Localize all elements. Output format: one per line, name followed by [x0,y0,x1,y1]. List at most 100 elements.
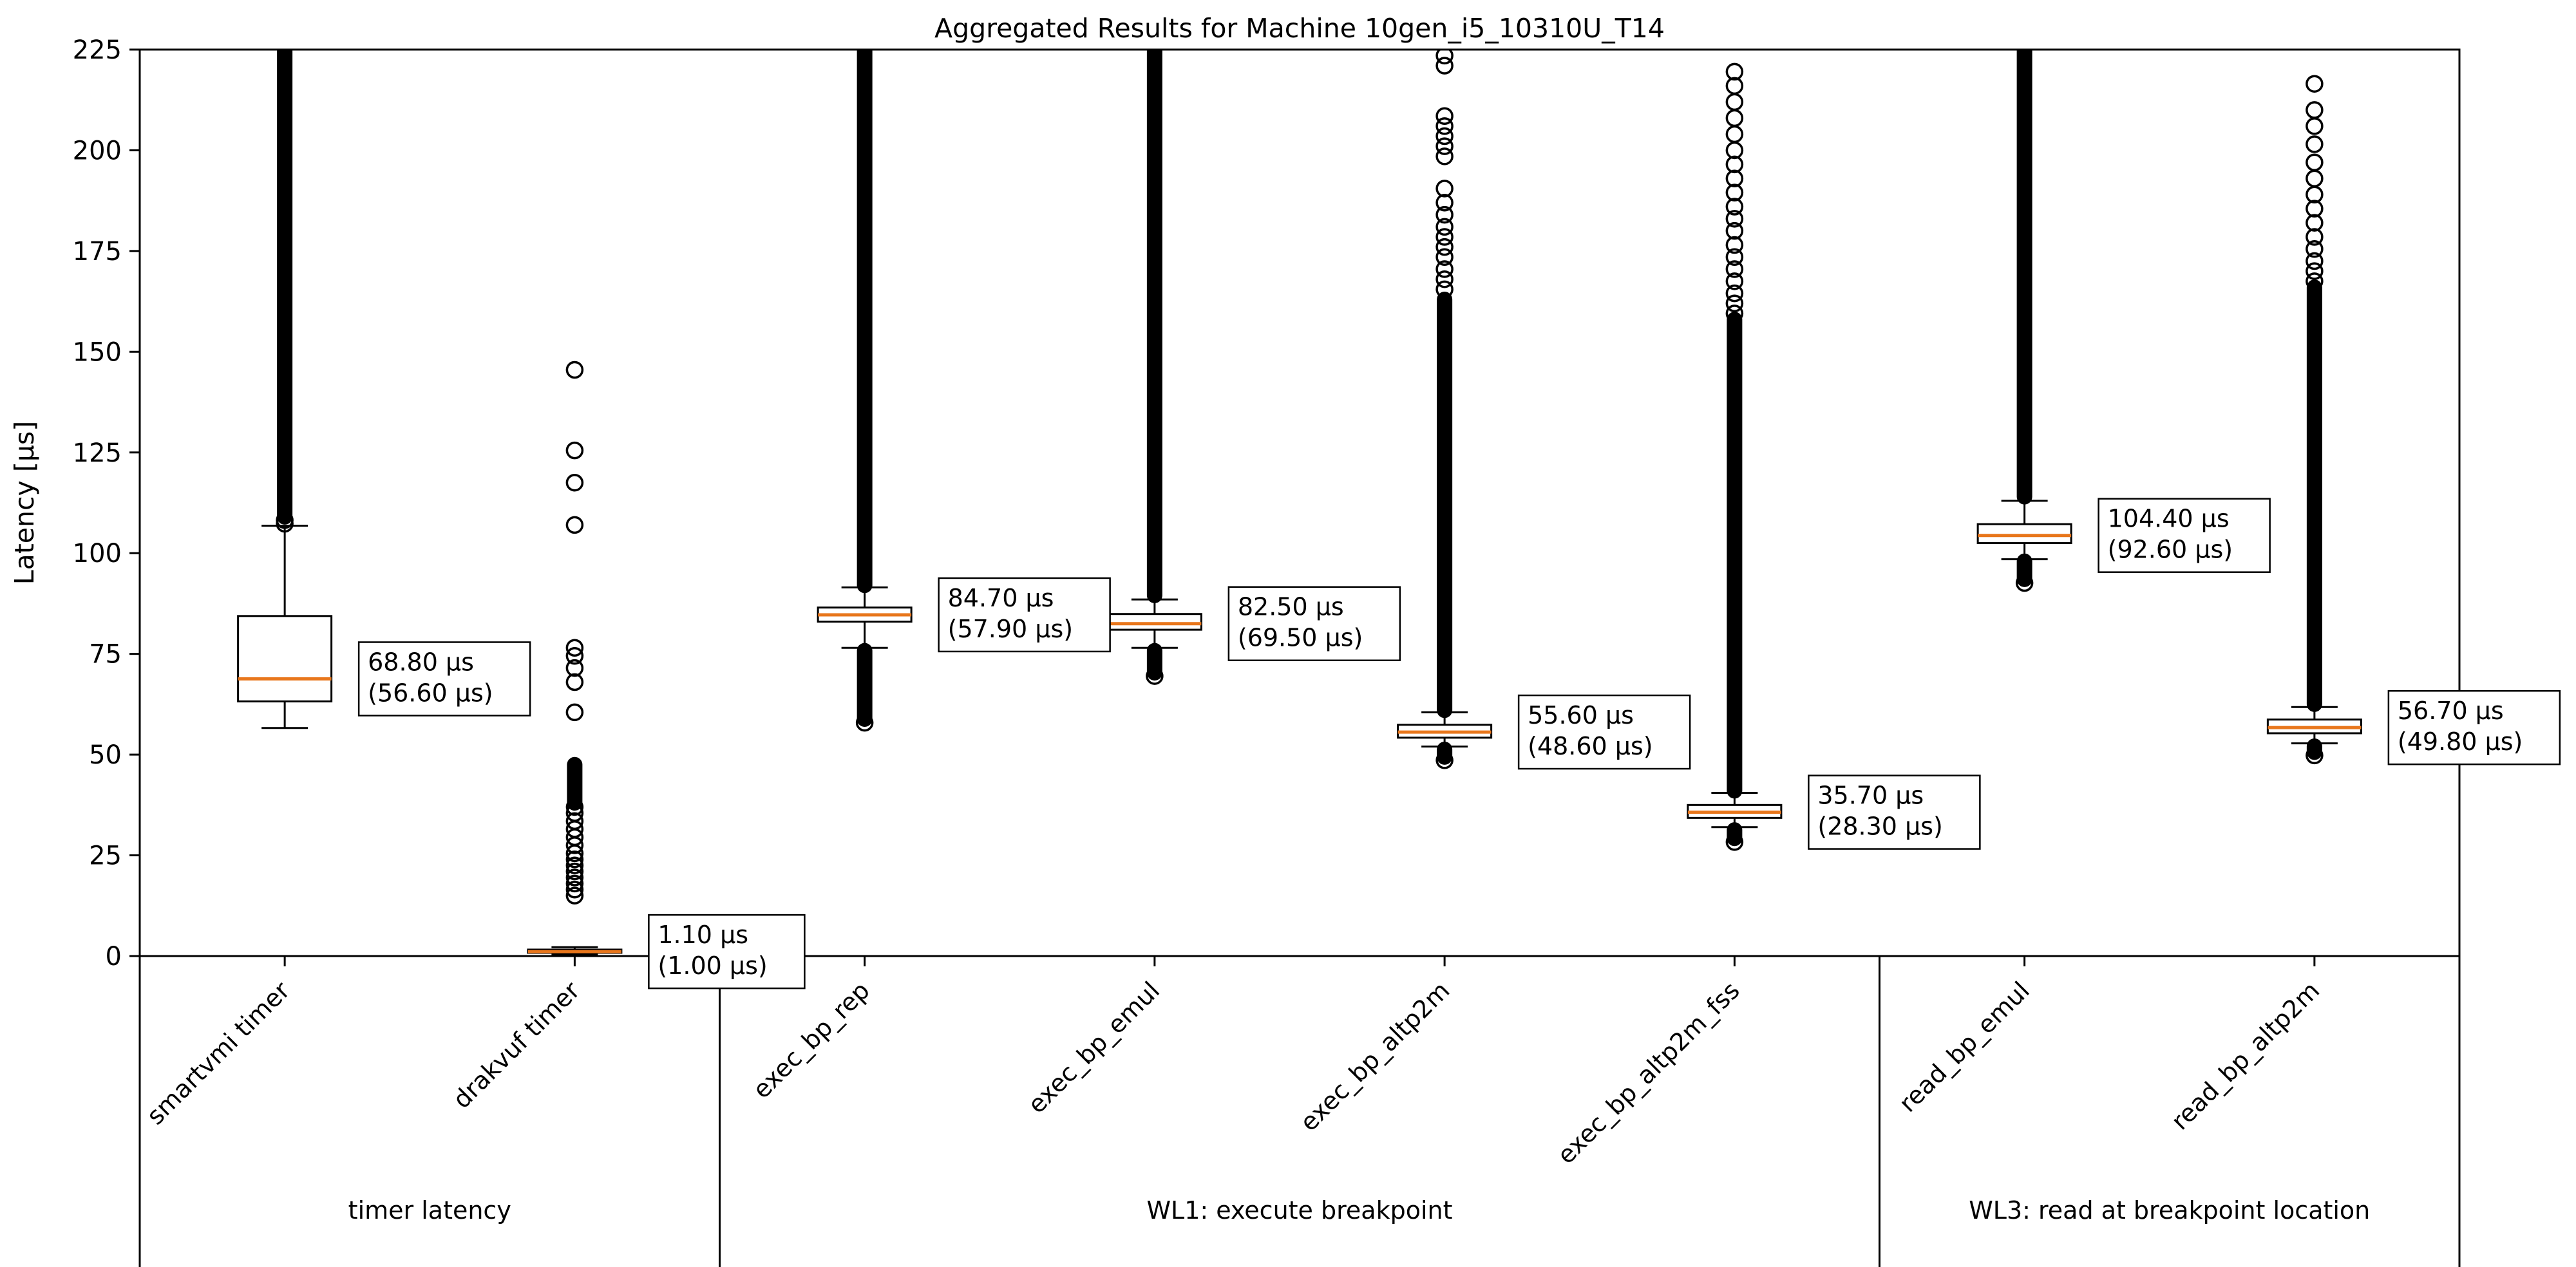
y-tick-label: 100 [73,539,122,568]
annotation-min-text: (48.60 µs) [1528,732,1653,760]
annotation-min-text: (1.00 µs) [658,952,767,980]
annotation-box [938,577,1111,653]
outlier-point [565,659,584,677]
outliers-exec_bp_altp2m_fss [1725,62,1744,851]
outlier-point [2306,101,2324,119]
outliers-exec_bp_rep [855,50,874,732]
outlier-point [1725,305,1744,323]
outlier-point [1725,248,1744,267]
outlier-point [1725,272,1744,290]
outlier-point [1725,125,1744,144]
outlier-point [1725,833,1744,851]
x-tick-label: read_bp_altp2m [2166,976,2325,1135]
annotation-median-text: 68.80 µs [368,648,474,676]
annotation-drakvuf timer: 1.10 µs (1.00 µs) [648,914,806,990]
outlier-point [565,673,584,691]
outlier-point [565,874,584,893]
outlier-point [565,639,584,657]
outlier-point [1725,62,1744,81]
y-tick-label: 150 [73,337,122,367]
boxplot-exec_bp_rep [817,586,913,649]
outlier-point [1725,260,1744,278]
outliers-smartvmi timer [276,50,294,533]
y-tick-label: 50 [89,740,122,770]
boxplot-smartvmi timer [237,525,333,729]
box [1106,613,1202,631]
outlier-point [2306,214,2324,232]
x-tick-label: exec_bp_altp2m [1294,976,1455,1136]
y-tick-label: 0 [106,942,122,971]
annotation-read_bp_emul: 104.40 µs (92.60 µs) [2098,498,2271,573]
outlier-point [565,887,584,905]
outlier-point [1725,77,1744,95]
x-tick-label: exec_bp_rep [747,976,875,1104]
outlier-point [2306,252,2324,270]
y-tick-label: 200 [73,136,122,165]
outlier-point [1435,248,1454,267]
annotation-min-text: (69.50 µs) [1238,624,1363,652]
annotation-min-text: (56.60 µs) [368,679,493,707]
outlier-point [1146,667,1164,685]
outlier-point [2306,117,2324,135]
outlier-point [1435,751,1454,769]
x-tick-label: drakvuf timer [448,976,585,1114]
annotation-median-text: 84.70 µs [948,584,1054,612]
outlier-point [565,473,584,492]
annotation-exec_bp_rep: 84.70 µs (57.90 µs) [938,577,1111,653]
outlier-point [1435,205,1454,224]
x-tick-label: smartvmi timer [141,976,295,1130]
outlier-point [1725,294,1744,312]
outlier-point [1435,238,1454,256]
outlier-point [1725,221,1744,240]
annotation-min-text: (92.60 µs) [2108,536,2233,564]
outlier-point [2306,153,2324,171]
group-labels-layer: timer latency WL1: execute breakpoint WL3:… [138,956,2461,1267]
annotation-median-text: 82.50 µs [1238,593,1344,621]
outlier-point [1725,284,1744,303]
annotation-median-text: 35.70 µs [1817,782,1924,810]
x-labels-layer: smartvmi timer drakvuf timer exec_bp_rep ex… [141,956,2325,1169]
outlier-point [2306,75,2324,93]
fliers-clip-group [276,50,2324,905]
annotation-box [1227,586,1401,661]
annotation-min-text: (49.80 µs) [2398,727,2523,756]
outlier-point [2015,574,2034,592]
outlier-point [565,798,584,816]
outliers-read_bp_emul [2015,50,2034,592]
x-tick-label: exec_bp_altp2m_fss [1552,976,1745,1169]
group-label: timer latency [348,1196,511,1225]
annotation-exec_bp_altp2m: 55.60 µs (48.60 µs) [1517,694,1691,770]
data-layer [237,50,2362,955]
outlier-point [1725,155,1744,174]
group-label: WL3: read at breakpoint location [1969,1196,2370,1225]
outlier-point [1435,280,1454,299]
annotation-smartvmi timer: 68.80 µs (56.60 µs) [357,641,531,717]
annotations-layer: 68.80 µs (56.60 µs) 1.10 µs (1.00 µs) 84.70 … [357,498,2561,990]
boxplot-exec_bp_emul [1106,598,1202,649]
outliers-read_bp_altp2m [2306,75,2324,765]
outlier-point [565,880,584,899]
outlier-point [2306,240,2324,258]
annotation-box [2387,690,2561,765]
outlier-point [1435,228,1454,246]
outlier-point [1435,218,1454,236]
annotation-exec_bp_emul: 82.50 µs (69.50 µs) [1227,586,1401,661]
outlier-point [2306,169,2324,187]
annotation-median-text: 1.10 µs [658,921,748,949]
outlier-point [2306,228,2324,246]
outlier-point [1435,50,1454,65]
outlier-point [1725,210,1744,228]
outlier-point [565,812,584,831]
outlier-point [2306,200,2324,218]
annotation-box [1808,774,1981,850]
outlier-point [855,713,874,732]
outlier-point [565,703,584,722]
outlier-point [1435,127,1454,145]
annotation-median-text: 56.70 µs [2398,697,2504,725]
annotation-min-text: (57.90 µs) [948,615,1074,643]
outlier-point [1725,93,1744,111]
outlier-point [1435,107,1454,126]
outlier-point [565,516,584,534]
